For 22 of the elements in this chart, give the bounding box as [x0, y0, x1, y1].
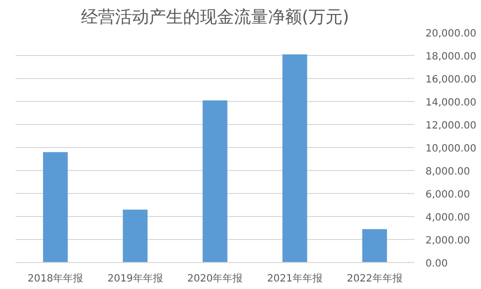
chart-title: 经营活动产生的现金流量净额(万元) — [80, 8, 350, 28]
y-tick-label: 6,000.00 — [426, 190, 470, 200]
y-tick-label: 18,000.00 — [426, 52, 476, 62]
y-tick-label: 14,000.00 — [426, 98, 476, 108]
y-tick-label: 10,000.00 — [426, 144, 476, 154]
bar — [122, 210, 148, 262]
y-tick-label: 8,000.00 — [426, 166, 470, 178]
x-tick-label: 2019年年报 — [107, 272, 163, 284]
bar — [362, 229, 387, 262]
y-tick-label: 20,000.00 — [426, 28, 476, 40]
y-tick-label: 0.00 — [426, 258, 448, 270]
y-tick-label: 2,000.00 — [426, 236, 470, 246]
x-tick-label: 2021年年报 — [267, 272, 323, 284]
bar — [202, 100, 228, 262]
x-tick-label: 2022年年报 — [346, 272, 402, 284]
y-tick-label: 4,000.00 — [426, 212, 470, 224]
x-tick-label: 2018年年报 — [28, 272, 84, 284]
y-tick-label: 16,000.00 — [426, 74, 476, 86]
x-tick-label: 2020年年报 — [187, 272, 243, 284]
bar — [43, 152, 68, 262]
bar — [282, 54, 308, 262]
y-tick-label: 12,000.00 — [426, 120, 476, 132]
